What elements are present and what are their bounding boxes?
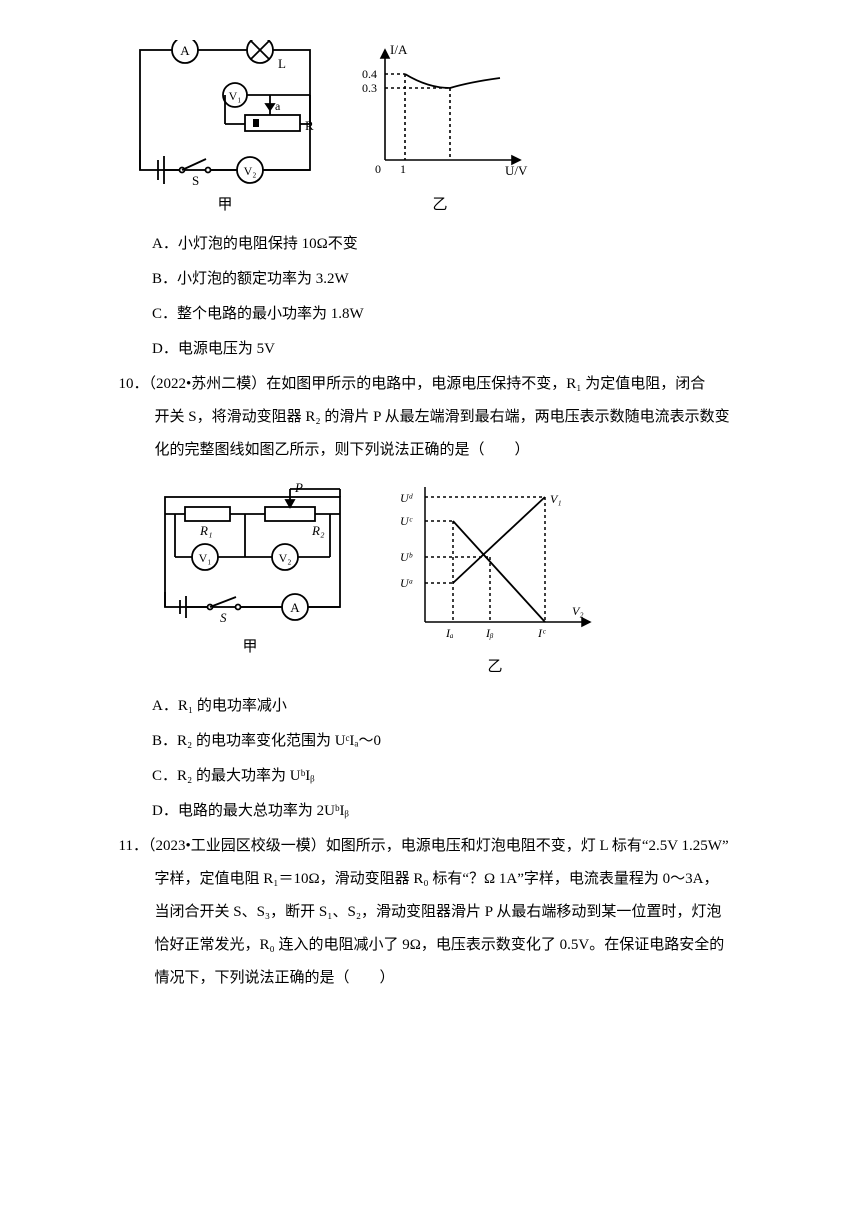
svg-text:Uᵈ: Uᵈ: [400, 491, 414, 505]
q9-option-b: B．小灯泡的额定功率为 3.2W: [152, 263, 780, 296]
svg-text:R₂: R₂: [311, 523, 325, 538]
svg-text:R₁: R₁: [199, 523, 212, 538]
svg-text:V₂: V₂: [279, 551, 292, 565]
v2-label: V₂: [244, 164, 257, 178]
svg-text:Iₐ: Iₐ: [445, 626, 454, 640]
svg-text:V₁: V₁: [550, 492, 562, 506]
q10-source: （2022•苏州二模）: [149, 376, 267, 392]
q9-circuit-diagram: A L V₁ a R: [130, 40, 320, 185]
svg-text:Uᵇ: Uᵇ: [400, 550, 413, 564]
ylabel: I/A: [390, 42, 408, 57]
svg-text:V₂: V₂: [572, 604, 584, 618]
q10-number: 10．: [119, 376, 149, 392]
q10-circuit-diagram: R₁ R₂ P V₁: [150, 477, 350, 627]
q11-number: 11．: [119, 838, 148, 854]
q10-options: A．R₁ 的电功率减小 B．R₂ 的电功率变化范围为 UᶜIₐ～0 C．R₂ 的…: [152, 690, 780, 828]
svg-text:Uᶜ: Uᶜ: [400, 514, 413, 528]
svg-text:0.4: 0.4: [362, 67, 377, 81]
q9-figures: A L V₁ a R: [130, 40, 780, 222]
v1-label: V₁: [229, 89, 242, 103]
q11-stem-line5: 情况下，下列说法正确的是（ ）: [155, 962, 781, 995]
q10-graph: Uᵈ Uᶜ Uᵇ Uᵃ Iₐ Iᵦ Iᶜ V₁: [390, 477, 600, 647]
q10-stem-line3: 化的完整图线如图乙所示，则下列说法正确的是（ ）: [155, 434, 781, 467]
q10-figures: R₁ R₂ P V₁: [150, 477, 780, 684]
svg-text:1: 1: [400, 162, 406, 176]
q9-option-c: C．整个电路的最小功率为 1.8W: [152, 298, 780, 331]
q11-stem-line2: 字样，定值电阻 R₁＝10Ω，滑动变阻器 R₀ 标有“？Ω 1A”字样，电流表量…: [155, 863, 781, 896]
svg-text:S: S: [220, 610, 227, 625]
q9-option-a: A．小灯泡的电阻保持 10Ω不变: [152, 228, 780, 261]
xlabel: U/V: [505, 163, 528, 178]
switch-label: S: [192, 173, 199, 185]
q10-option-a: A．R₁ 的电功率减小: [152, 690, 780, 723]
svg-text:P: P: [294, 480, 303, 495]
svg-text:A: A: [290, 600, 300, 615]
svg-text:Iᵦ: Iᵦ: [485, 626, 494, 640]
svg-text:0: 0: [375, 162, 381, 176]
q10-stem-line1: 10．（2022•苏州二模）在如图甲所示的电路中，电源电压保持不变，R₁ 为定值…: [155, 368, 781, 401]
q11-stem-line1: 11．（2023•工业园区校级一模）如图所示，电源电压和灯泡电阻不变，灯 L 标…: [155, 830, 781, 863]
svg-text:Uᵃ: Uᵃ: [400, 576, 413, 590]
q10-stem-line2: 开关 S，将滑动变阻器 R₂ 的滑片 P 从最左端滑到最右端，两电压表示数随电流…: [155, 401, 781, 434]
q11-stem-line4: 恰好正常发光，R₀ 连入的电阻减小了 9Ω，电压表示数变化了 0.5V。在保证电…: [155, 929, 781, 962]
q10-graph-caption: 乙: [487, 651, 502, 684]
q11-source: （2023•工业园区校级一模）: [148, 838, 326, 854]
q9-option-d: D．电源电压为 5V: [152, 333, 780, 366]
q10-option-b: B．R₂ 的电功率变化范围为 UᶜIₐ～0: [152, 725, 780, 758]
q10-option-d: D．电路的最大总功率为 2UᵇIᵦ: [152, 795, 780, 828]
q10-circuit-caption: 甲: [242, 631, 257, 664]
q10-circuit-block: R₁ R₂ P V₁: [150, 477, 350, 664]
q9-circuit-block: A L V₁ a R: [130, 40, 320, 222]
q9-graph: I/A U/V 0.4 0.3 0 1: [350, 40, 530, 185]
q10-graph-block: Uᵈ Uᶜ Uᵇ Uᵃ Iₐ Iᵦ Iᶜ V₁: [390, 477, 600, 684]
q11-stem-line3: 当闭合开关 S、S₃，断开 S₁、S₂，滑动变阻器滑片 P 从最右端移动到某一位…: [155, 896, 781, 929]
slider-label: a: [275, 99, 281, 113]
bulb-label: L: [278, 56, 286, 71]
q9-circuit-caption: 甲: [217, 189, 232, 222]
svg-text:V₁: V₁: [199, 551, 212, 565]
ammeter-label: A: [180, 43, 190, 58]
q9-options: A．小灯泡的电阻保持 10Ω不变 B．小灯泡的额定功率为 3.2W C．整个电路…: [152, 228, 780, 366]
q9-graph-block: I/A U/V 0.4 0.3 0 1 乙: [350, 40, 530, 222]
q9-graph-caption: 乙: [432, 189, 447, 222]
q10-option-c: C．R₂ 的最大功率为 UᵇIᵦ: [152, 760, 780, 793]
svg-text:0.3: 0.3: [362, 81, 377, 95]
svg-text:Iᶜ: Iᶜ: [537, 626, 546, 640]
